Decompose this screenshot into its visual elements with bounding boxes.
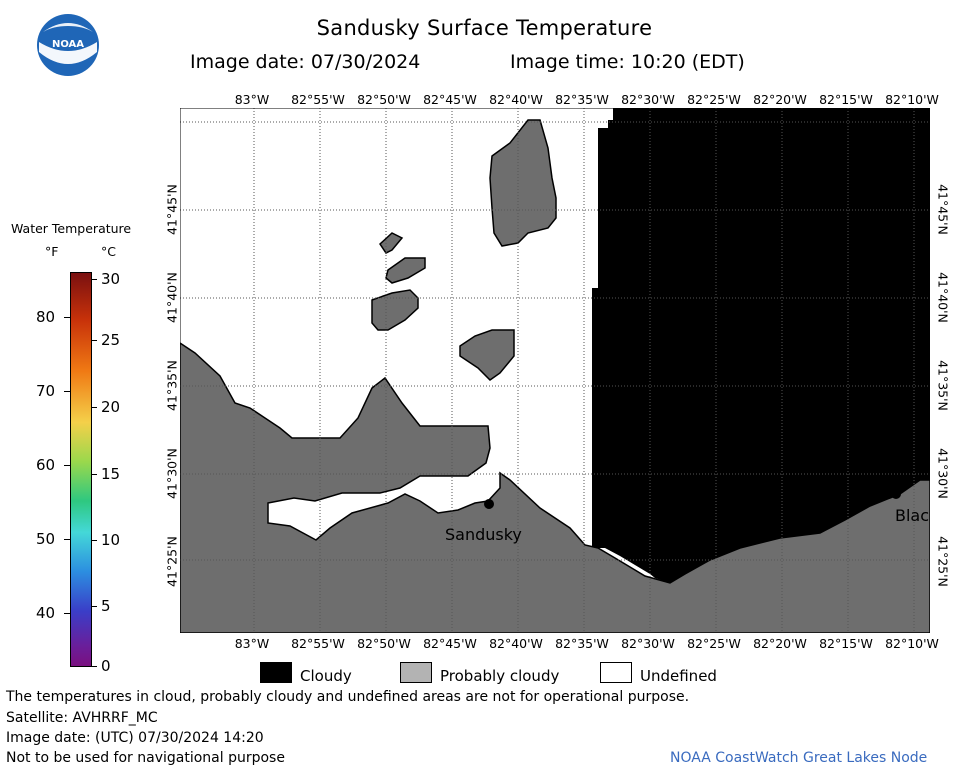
footer-note: The temperatures in cloud, probably clou…: [6, 689, 690, 705]
lat-label-left: 41°45'N: [164, 184, 180, 235]
f-tick-mark: [64, 613, 70, 614]
island-west-sister: [379, 232, 404, 254]
f-tick-label: 70: [36, 382, 56, 400]
f-tick-label: 40: [36, 604, 56, 622]
c-tick-label: 5: [101, 597, 111, 615]
cloudy-area: [592, 108, 930, 583]
temperature-map: [180, 108, 930, 633]
sandusky-label: Sandusky: [445, 525, 522, 544]
lon-label-bottom: 82°10'W: [885, 636, 939, 651]
lat-label-right: 41°30'N: [935, 448, 951, 499]
logo-text: NOAA: [52, 39, 84, 50]
lat-label-right: 41°35'N: [935, 360, 951, 411]
lon-label-bottom: 82°50'W: [357, 636, 411, 651]
colorbar: [70, 272, 92, 667]
lat-label-left: 41°25'N: [164, 536, 180, 587]
lat-label-left: 41°35'N: [164, 360, 180, 411]
c-tick-mark: [91, 279, 97, 280]
lon-label-top: 82°35'W: [555, 92, 609, 107]
footer-utc-date: Image date: (UTC) 07/30/2024 14:20: [6, 730, 264, 746]
lon-label-bottom: 82°55'W: [291, 636, 345, 651]
footer-satellite: Satellite: AVHRRF_MC: [6, 710, 158, 726]
lat-label-right: 41°25'N: [935, 536, 951, 587]
colorbar-unit-f: °F: [45, 244, 59, 259]
blac-marker: [891, 489, 901, 499]
legend-probably-cloudy-label: Probably cloudy: [440, 667, 560, 685]
lon-label-top: 82°30'W: [621, 92, 675, 107]
colorbar-unit-c: °C: [101, 244, 116, 259]
lon-label-bottom: 82°30'W: [621, 636, 675, 651]
lon-label-top: 82°25'W: [687, 92, 741, 107]
sandusky-marker: [484, 499, 494, 509]
c-tick-label: 10: [101, 531, 121, 549]
f-tick-label: 60: [36, 456, 56, 474]
map-title: Sandusky Surface Temperature: [316, 16, 653, 40]
f-tick-mark: [64, 391, 70, 392]
f-tick-label: 80: [36, 308, 56, 326]
lat-label-right: 41°45'N: [935, 184, 951, 235]
c-tick-label: 30: [101, 270, 121, 288]
blac-label: Blac: [895, 506, 930, 525]
colorbar-title: Water Temperature: [11, 221, 132, 236]
island-middle-bass: [385, 257, 426, 284]
island-johnsons: [459, 329, 515, 381]
lon-label-top: 82°15'W: [819, 92, 873, 107]
graticule: [180, 108, 930, 633]
c-tick-label: 20: [101, 398, 121, 416]
lon-label-bottom: 82°15'W: [819, 636, 873, 651]
c-tick-mark: [91, 407, 97, 408]
footer-credit: NOAA CoastWatch Great Lakes Node: [670, 750, 928, 766]
c-tick-label: 15: [101, 465, 121, 483]
island-kelleys: [489, 119, 557, 247]
land-area: [180, 342, 930, 633]
c-tick-label: 0: [101, 657, 111, 675]
lon-label-bottom: 82°40'W: [489, 636, 543, 651]
f-tick-mark: [64, 465, 70, 466]
legend-probably-cloudy-swatch: [400, 662, 432, 683]
legend-cloudy-swatch: [260, 662, 292, 683]
f-tick-mark: [64, 539, 70, 540]
lon-label-top: 83°W: [234, 92, 270, 107]
c-tick-mark: [91, 474, 97, 475]
island-south-bass: [371, 289, 419, 331]
lat-label-left: 41°30'N: [164, 448, 180, 499]
lon-label-bottom: 82°25'W: [687, 636, 741, 651]
lon-label-bottom: 83°W: [234, 636, 270, 651]
c-tick-mark: [91, 606, 97, 607]
legend-cloudy-label: Cloudy: [300, 667, 352, 685]
lon-label-top: 82°20'W: [753, 92, 807, 107]
lon-label-bottom: 82°20'W: [753, 636, 807, 651]
lon-label-bottom: 82°35'W: [555, 636, 609, 651]
lon-label-top: 82°45'W: [423, 92, 477, 107]
footer-nav-warning: Not to be used for navigational purpose: [6, 750, 285, 766]
lon-label-top: 82°40'W: [489, 92, 543, 107]
image-date: Image date: 07/30/2024: [190, 51, 421, 73]
image-time: Image time: 10:20 (EDT): [510, 51, 745, 73]
c-tick-mark: [91, 666, 97, 667]
noaa-logo: NOAA: [37, 14, 99, 76]
lon-label-top: 82°10'W: [885, 92, 939, 107]
c-tick-mark: [91, 340, 97, 341]
lon-label-top: 82°50'W: [357, 92, 411, 107]
c-tick-label: 25: [101, 331, 121, 349]
f-tick-label: 50: [36, 530, 56, 548]
legend-undefined-swatch: [600, 662, 632, 683]
f-tick-mark: [64, 317, 70, 318]
lon-label-top: 82°55'W: [291, 92, 345, 107]
c-tick-mark: [91, 540, 97, 541]
lon-label-bottom: 82°45'W: [423, 636, 477, 651]
lat-label-right: 41°40'N: [935, 272, 951, 323]
legend-undefined-label: Undefined: [640, 667, 717, 685]
lat-label-left: 41°40'N: [164, 272, 180, 323]
